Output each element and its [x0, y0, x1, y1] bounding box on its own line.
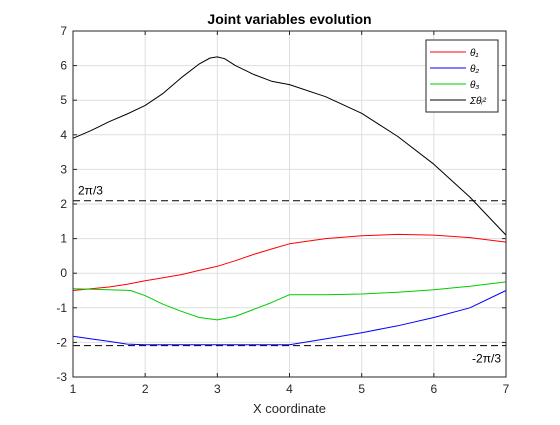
x-tick-label: 2: [142, 382, 149, 396]
y-tick-label: -3: [56, 370, 67, 384]
legend-label: Σθᵢ²: [469, 96, 487, 107]
series-line-4: [72, 56, 507, 236]
y-tick-label: -1: [56, 301, 67, 315]
x-tick-label: 6: [430, 382, 437, 396]
reference-lines: 2π/3 -2π/3: [73, 184, 506, 366]
y-tick-label: 3: [60, 162, 67, 176]
axis-ticks: [72, 30, 507, 378]
series-line-1: [72, 233, 507, 291]
x-tick-label: 1: [70, 382, 77, 396]
x-tick-label: 4: [286, 382, 293, 396]
y-tick-label: 5: [60, 93, 67, 107]
y-tick-label: 2: [60, 197, 67, 211]
legend: θ₁ θ₂ θ₃ Σθᵢ²: [425, 39, 499, 113]
chart-title: Joint variables evolution: [207, 11, 371, 27]
legend-label: θ₃: [470, 80, 479, 91]
y-tick-label: 0: [60, 266, 67, 280]
tick-labels: 1 2 3 4 5 6 7 -3 -2 -1 0 1 2 3 4 5 6 7: [56, 24, 509, 396]
series-lines: [72, 56, 507, 346]
reference-line-label: 2π/3: [78, 184, 103, 198]
series-line-2: [72, 290, 507, 346]
legend-box: [425, 39, 499, 113]
x-tick-label: 5: [358, 382, 365, 396]
y-tick-label: 6: [60, 59, 67, 73]
x-axis-label: X coordinate: [253, 401, 326, 416]
y-tick-label: 7: [60, 24, 67, 38]
y-tick-label: 1: [60, 232, 67, 246]
y-tick-label: -2: [56, 335, 67, 349]
legend-label: θ₁: [470, 48, 479, 59]
legend-label: θ₂: [470, 64, 479, 75]
reference-line-label: -2π/3: [472, 352, 501, 366]
y-tick-label: 4: [60, 128, 67, 142]
x-tick-label: 7: [503, 382, 510, 396]
series-line-3: [72, 281, 507, 321]
x-tick-label: 3: [214, 382, 221, 396]
